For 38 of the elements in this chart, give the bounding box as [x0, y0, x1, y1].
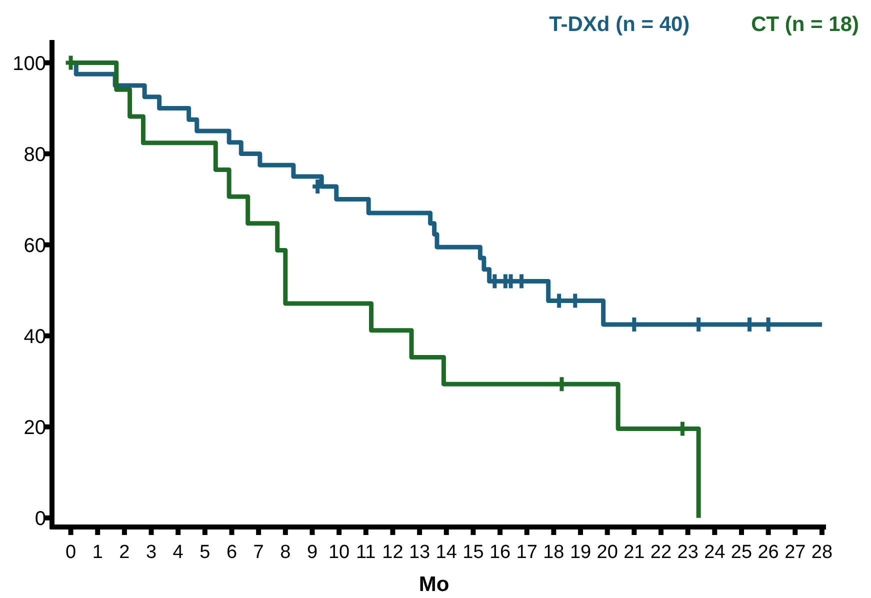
x-tick-label: 6	[226, 542, 238, 563]
x-tick-label: 0	[65, 542, 76, 563]
text: T-DXd (n = 40)	[549, 13, 690, 36]
x-tick-label: 5	[200, 542, 210, 563]
x-tick-label: 13	[408, 542, 430, 563]
y-tick-label: 60	[24, 234, 46, 257]
x-tick-label: 22	[650, 542, 672, 563]
x-tick-label: 19	[570, 542, 592, 563]
x-tick-label: 27	[784, 542, 806, 563]
x-tick-label: 15	[462, 542, 484, 563]
y-tick-label: 100	[12, 52, 46, 75]
x-tick-label: 20	[596, 542, 618, 563]
x-tick-label: 8	[280, 542, 291, 563]
y-tick-label: 40	[24, 326, 46, 348]
x-tick-label: 10	[328, 542, 350, 563]
y-tick-label: 80	[24, 144, 46, 166]
y-tick-label: 20	[24, 416, 46, 439]
x-tick-label: 1	[92, 542, 103, 563]
point	[554, 375, 569, 394]
x-tick-label: 21	[624, 542, 645, 563]
x-tick-label: 25	[730, 542, 752, 563]
text: CT (n = 18)	[751, 13, 859, 36]
x-tick-label: 9	[306, 542, 318, 563]
x-tick-label: 2	[119, 542, 130, 563]
x-tick-label: 18	[543, 542, 564, 563]
x-tick-label: 4	[172, 542, 184, 563]
x-tick-label: 12	[382, 542, 404, 563]
x-tick-label: 24	[704, 542, 726, 563]
x-tick-label: 3	[146, 542, 157, 563]
x-tick-label: 16	[489, 542, 511, 563]
x-axis-title: Mo	[418, 573, 450, 596]
x-tick-label: 14	[436, 542, 458, 563]
x-tick-label: 17	[516, 542, 538, 563]
x-tick-label: 26	[758, 542, 779, 563]
x-tick-label: 11	[356, 542, 376, 563]
x-tick-label: 7	[253, 542, 264, 563]
x-tick-label: 23	[677, 542, 698, 563]
x-tick-label: 28	[811, 542, 833, 563]
